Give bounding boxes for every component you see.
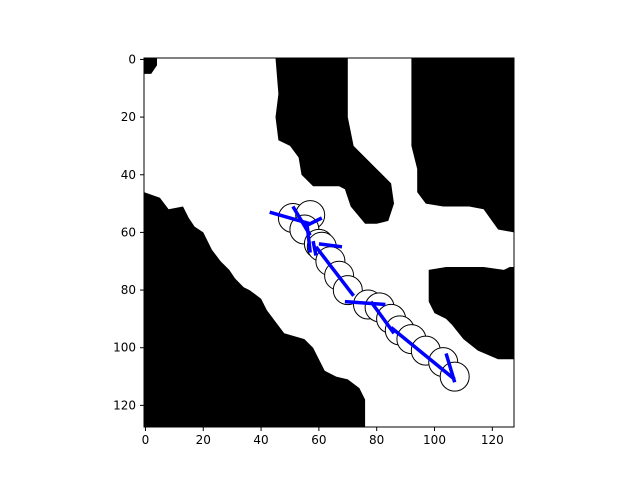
obstacle-layer	[144, 58, 514, 427]
plot-frame	[143, 57, 515, 428]
path-segment	[444, 352, 457, 383]
y-tick-label: 100	[113, 341, 136, 355]
x-axis: 0 20 40 60 80 100 120	[142, 427, 504, 447]
x-tick-label: 20	[196, 433, 211, 447]
obstacle-region	[144, 58, 157, 74]
path-segment	[305, 226, 312, 253]
obstacle-region	[411, 58, 514, 233]
y-tick-label: 60	[121, 225, 136, 239]
y-tick-label: 20	[121, 110, 136, 124]
obstacle-region	[275, 58, 394, 224]
path-segment	[318, 242, 343, 249]
x-tick-label: 80	[369, 433, 384, 447]
path-segment	[303, 216, 323, 229]
node-circle-layer	[277, 200, 470, 392]
x-tick-label: 120	[481, 433, 504, 447]
y-tick-label: 0	[128, 52, 136, 66]
path-segment-layer	[269, 205, 457, 383]
plot-area	[143, 57, 515, 428]
path-segment	[314, 245, 355, 297]
obstacle-region	[144, 192, 366, 427]
obstacle-region	[428, 267, 514, 360]
y-axis: 0 20 40 60 80 100 120	[113, 52, 144, 412]
x-tick-label: 60	[311, 433, 326, 447]
y-tick-label: 120	[113, 398, 136, 412]
path-segment	[311, 240, 318, 256]
y-tick-label: 40	[121, 168, 136, 182]
x-tick-label: 0	[142, 433, 150, 447]
path-segment	[344, 299, 386, 307]
y-tick-label: 80	[121, 283, 136, 297]
path-segment	[369, 300, 396, 335]
x-tick-label: 40	[253, 433, 268, 447]
path-segment	[389, 326, 456, 381]
x-tick-label: 100	[423, 433, 446, 447]
